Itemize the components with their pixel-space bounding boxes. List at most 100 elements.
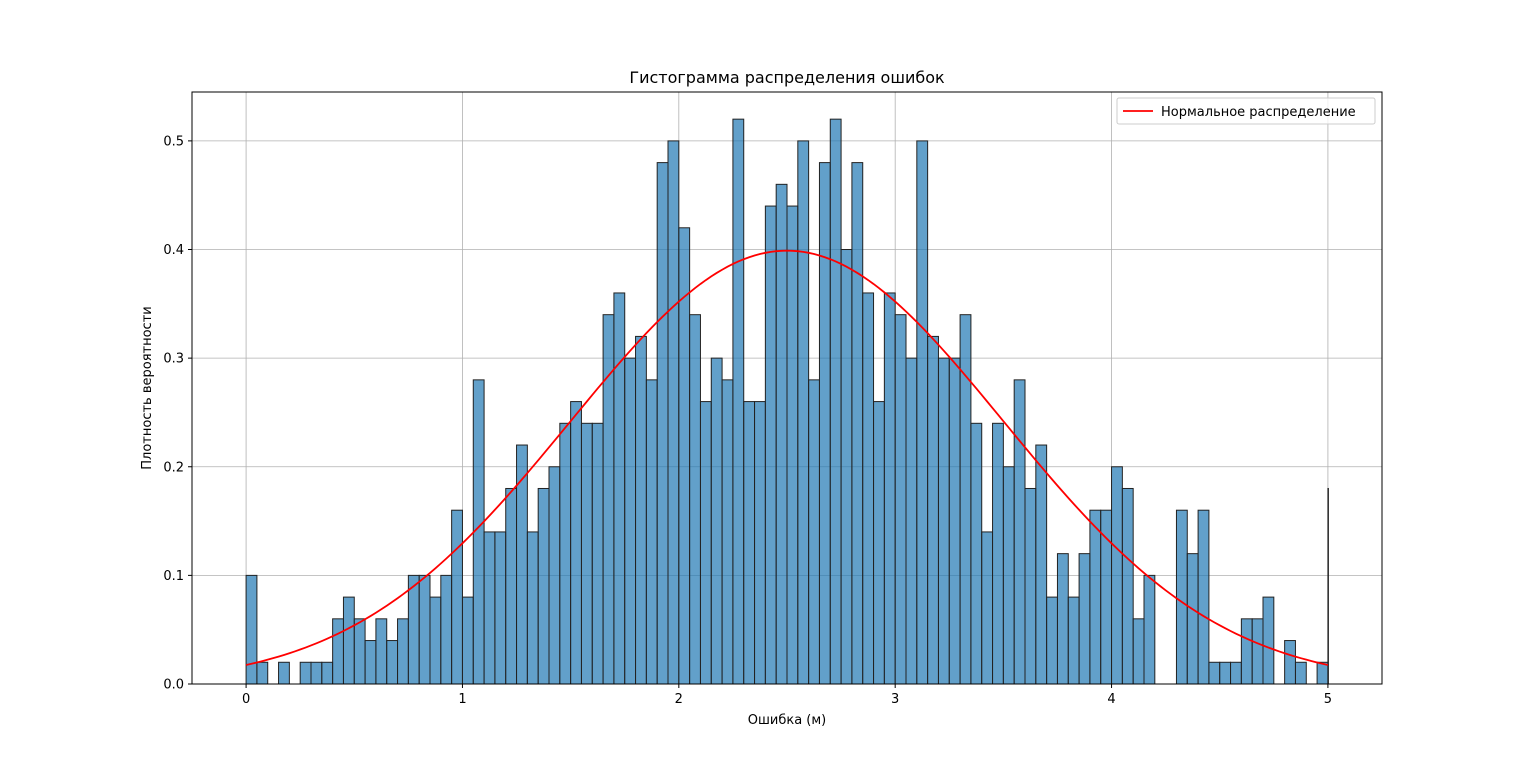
- histogram-bar: [1100, 509, 1113, 685]
- histogram-bar: [905, 357, 918, 685]
- x-tick-label: 4: [1107, 692, 1115, 707]
- histogram-bar: [256, 661, 269, 685]
- histogram-bar: [699, 401, 712, 685]
- histogram-bar: [1251, 618, 1264, 685]
- histogram-bar: [1078, 553, 1091, 685]
- histogram-bar: [656, 162, 669, 685]
- histogram-bar: [548, 466, 561, 685]
- legend-label-normal-distribution: Нормальное распределение: [1161, 105, 1356, 120]
- histogram-bar: [764, 205, 777, 685]
- histogram-bar: [526, 531, 539, 685]
- axis-ticks: 0 1 2 3 4 5 0.0 0.1 0.2 0.3 0.4 0.5: [163, 134, 1332, 707]
- histogram-bar: [721, 379, 734, 685]
- histogram-bar: [743, 401, 756, 685]
- histogram-bar: [342, 596, 355, 685]
- normal-curve-layer: [245, 249, 1329, 666]
- x-axis-label: Ошибка (м): [748, 713, 827, 728]
- histogram-bar: [429, 596, 442, 685]
- histogram-bar: [245, 574, 258, 685]
- histogram-bar: [505, 487, 518, 685]
- histogram-bar: [635, 335, 647, 685]
- x-tick-label: 2: [675, 692, 683, 707]
- histogram-bar: [1175, 509, 1188, 685]
- histogram-bar: [375, 618, 388, 685]
- histogram-bar: [310, 661, 323, 685]
- histogram-bar: [1262, 596, 1275, 685]
- histogram-bar: [894, 314, 907, 685]
- y-tick-label: 0.4: [163, 243, 184, 258]
- chart-title: Гистограмма распределения ошибок: [629, 68, 945, 87]
- legend: Нормальное распределение: [1116, 97, 1376, 125]
- histogram-bar: [321, 661, 334, 685]
- histogram-bar: [754, 401, 766, 685]
- histogram-bar: [516, 444, 528, 685]
- x-tick-label: 1: [458, 692, 466, 707]
- histogram-bar: [1294, 661, 1307, 685]
- histogram-bars: [245, 118, 1329, 685]
- histogram-bar: [970, 422, 983, 685]
- plot-frame: [191, 91, 1383, 685]
- y-tick-label: 0.5: [163, 134, 184, 149]
- histogram-bar: [873, 401, 885, 685]
- histogram-bar: [1089, 509, 1102, 685]
- histogram-bar: [299, 661, 312, 685]
- histogram-bar: [937, 357, 950, 685]
- histogram-bar: [580, 422, 593, 685]
- histogram-bar: [927, 335, 939, 685]
- histogram-bar: [353, 618, 366, 685]
- histogram-bar: [440, 574, 453, 685]
- histogram-bar: [1284, 640, 1296, 685]
- histogram-bar: [624, 357, 637, 685]
- histogram-bar: [1111, 466, 1123, 685]
- y-tick-label: 0.1: [163, 569, 184, 584]
- x-tick-label: 0: [242, 692, 250, 707]
- histogram-bar: [1035, 444, 1048, 685]
- histogram-bar: [775, 183, 788, 685]
- y-tick-label: 0.0: [163, 678, 184, 693]
- histogram-bar: [1046, 596, 1058, 685]
- histogram-bar: [1132, 618, 1145, 685]
- histogram-bar: [1024, 487, 1037, 685]
- y-tick-label: 0.2: [163, 460, 184, 475]
- histogram-bar: [386, 640, 399, 685]
- histogram-bar: [537, 487, 550, 685]
- y-axis-label: Плотность вероятности: [140, 306, 155, 469]
- histogram-bar: [397, 618, 409, 685]
- histogram-bar: [981, 531, 994, 685]
- histogram-bar: [786, 205, 799, 685]
- histogram-bar: [559, 422, 572, 685]
- histogram-bar: [1327, 487, 1329, 685]
- y-tick-label: 0.3: [163, 352, 184, 367]
- histogram-bar: [710, 357, 723, 685]
- histogram-bar: [1013, 379, 1026, 685]
- histogram-bar: [883, 292, 896, 685]
- legend-box: [1116, 97, 1376, 125]
- histogram-bar: [948, 357, 961, 685]
- histogram-bar: [1219, 661, 1232, 685]
- x-tick-label: 5: [1324, 692, 1332, 707]
- histogram-bar: [818, 162, 831, 685]
- histogram-bar: [689, 314, 701, 685]
- histogram-bar: [1056, 553, 1069, 685]
- histogram-bar: [570, 401, 582, 685]
- histogram-bar: [1208, 661, 1221, 685]
- histogram-bar: [364, 640, 377, 685]
- histogram-bar: [407, 574, 420, 685]
- histogram-bar: [494, 531, 507, 685]
- histogram-bar: [613, 292, 626, 685]
- histogram-bar: [797, 140, 810, 685]
- histogram-bar: [1067, 596, 1080, 685]
- histogram-bar: [332, 618, 344, 685]
- histogram-bar: [1121, 487, 1134, 685]
- histogram-bar: [1197, 509, 1210, 685]
- histogram-bar: [667, 140, 680, 685]
- histogram-bar: [1316, 661, 1329, 685]
- histogram-bar: [418, 574, 431, 685]
- histogram-bar: [732, 118, 745, 685]
- histogram-bar: [829, 118, 842, 685]
- normal-distribution-curve: [245, 249, 1329, 666]
- histogram-bar: [916, 140, 929, 685]
- x-tick-label: 3: [891, 692, 899, 707]
- histogram-bar: [1002, 466, 1015, 685]
